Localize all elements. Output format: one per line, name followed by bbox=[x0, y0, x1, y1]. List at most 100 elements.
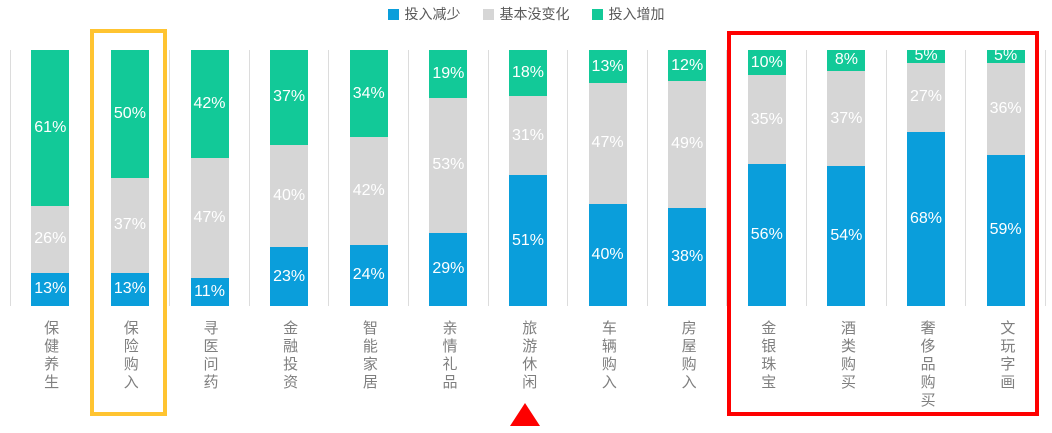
bar-segment: 23% bbox=[270, 247, 309, 306]
bar-segment: 11% bbox=[190, 277, 229, 306]
data-label: 5% bbox=[914, 47, 938, 65]
stacked-bar: 34% 42% 24% bbox=[349, 50, 388, 306]
category-column: 42% 47% 11% bbox=[169, 50, 249, 306]
data-label: 29% bbox=[432, 260, 465, 278]
data-label: 54% bbox=[830, 227, 863, 245]
bar-segment: 34% bbox=[349, 50, 388, 138]
data-label: 42% bbox=[352, 181, 385, 199]
legend-label: 投入增加 bbox=[608, 6, 665, 22]
data-label: 31% bbox=[511, 126, 544, 144]
bar-segment: 47% bbox=[190, 157, 229, 278]
data-label: 13% bbox=[113, 280, 146, 298]
category-label-cell: 酒类购买 bbox=[807, 320, 887, 420]
stacked-bar: 61% 26% 13% bbox=[31, 50, 70, 306]
data-label: 24% bbox=[352, 266, 385, 284]
data-label: 37% bbox=[273, 88, 306, 106]
category-label-cell: 寻医问药 bbox=[169, 320, 249, 420]
bar-segment: 10% bbox=[747, 50, 786, 76]
bar-segment: 37% bbox=[827, 70, 866, 167]
bar-segment: 13% bbox=[588, 50, 627, 84]
legend-item-1: 投入减少 bbox=[387, 7, 461, 21]
category-label: 房屋购入 bbox=[679, 320, 697, 392]
category-label-cell: 奢侈品购买 bbox=[887, 320, 967, 420]
category-label-cell: 保险购入 bbox=[90, 320, 170, 420]
bar-segment: 56% bbox=[747, 164, 786, 306]
bar-segment: 26% bbox=[31, 206, 70, 273]
category-label-cell: 文玩字画 bbox=[966, 320, 1046, 420]
category-label: 酒类购买 bbox=[838, 320, 856, 392]
bar-segment: 13% bbox=[110, 272, 149, 306]
data-label: 49% bbox=[671, 135, 704, 153]
bar-segment: 19% bbox=[429, 50, 468, 99]
stacked-bar: 5% 27% 68% bbox=[907, 47, 945, 306]
category-column: 50% 37% 13% bbox=[89, 50, 170, 306]
bar-segment: 68% bbox=[907, 131, 945, 306]
legend-swatch-icon bbox=[482, 8, 494, 20]
stacked-bar: 37% 40% 23% bbox=[270, 50, 309, 306]
category-label: 智能家居 bbox=[360, 320, 378, 392]
legend-label: 基本没变化 bbox=[499, 6, 570, 22]
bar-segment: 37% bbox=[110, 178, 149, 273]
category-column: 19% 53% 29% bbox=[408, 50, 488, 306]
category-column: 12% 49% 38% bbox=[646, 50, 727, 306]
bar-segment: 37% bbox=[270, 50, 309, 145]
bar-segment: 54% bbox=[827, 166, 866, 306]
category-label: 文玩字画 bbox=[998, 320, 1016, 392]
category-label-cell: 房屋购入 bbox=[648, 320, 728, 420]
category-column: 5% 36% 59% bbox=[965, 47, 1045, 306]
category-label: 旅游休闲 bbox=[520, 320, 538, 392]
data-label: 35% bbox=[750, 110, 783, 128]
bar-segment: 35% bbox=[747, 75, 786, 165]
category-label: 奢侈品购买 bbox=[918, 320, 936, 410]
stacked-bar: 13% 47% 40% bbox=[588, 50, 627, 306]
category-label-cell: 车辆购入 bbox=[568, 320, 648, 420]
data-label: 12% bbox=[671, 56, 704, 74]
data-label: 61% bbox=[34, 119, 67, 137]
bar-segment: 59% bbox=[986, 154, 1025, 306]
category-label: 保健养生 bbox=[42, 320, 60, 392]
stacked-bar: 18% 31% 51% bbox=[508, 50, 547, 306]
category-column: 34% 42% 24% bbox=[328, 50, 408, 306]
stacked-bar: 42% 47% 11% bbox=[190, 50, 229, 306]
legend-item-2: 基本没变化 bbox=[482, 6, 570, 22]
data-label: 53% bbox=[432, 156, 465, 174]
category-label-cell: 旅游休闲 bbox=[488, 320, 568, 420]
legend-item-3: 投入增加 bbox=[591, 6, 665, 22]
category-column: 8% 37% 54% bbox=[806, 50, 886, 306]
data-label: 37% bbox=[830, 109, 863, 127]
data-label: 11% bbox=[194, 282, 225, 300]
chart-legend: 投入减少 基本没变化 投入增加 bbox=[0, 7, 1052, 21]
bar-segment: 53% bbox=[429, 98, 468, 233]
stacked-bar: 10% 35% 56% bbox=[747, 50, 786, 306]
data-label: 36% bbox=[989, 99, 1022, 117]
data-label: 8% bbox=[834, 51, 858, 69]
data-label: 10% bbox=[750, 53, 783, 71]
bar-segment: 5% bbox=[907, 47, 945, 65]
bar-segment: 49% bbox=[668, 81, 707, 208]
category-label-cell: 金融投资 bbox=[249, 320, 329, 420]
category-column: 37% 40% 23% bbox=[248, 50, 329, 306]
data-label: 5% bbox=[994, 47, 1018, 65]
data-label: 40% bbox=[591, 245, 624, 263]
bar-segment: 24% bbox=[349, 244, 388, 306]
stacked-bar: 8% 37% 54% bbox=[827, 50, 866, 306]
bar-segment: 29% bbox=[429, 232, 468, 306]
category-column: 18% 31% 51% bbox=[487, 50, 568, 306]
bar-segment: 13% bbox=[31, 272, 70, 306]
data-label: 47% bbox=[591, 134, 624, 152]
data-label: 40% bbox=[273, 186, 306, 204]
bar-segment: 18% bbox=[508, 50, 547, 97]
category-label-cell: 智能家居 bbox=[329, 320, 409, 420]
data-label: 68% bbox=[909, 209, 943, 227]
stacked-bar: 50% 37% 13% bbox=[110, 50, 149, 306]
data-label: 42% bbox=[193, 94, 226, 112]
category-label: 亲情礼品 bbox=[440, 320, 458, 392]
legend-swatch-icon bbox=[591, 8, 603, 20]
stacked-bar: 5% 36% 59% bbox=[986, 47, 1025, 306]
category-label-cell: 金银珠宝 bbox=[727, 320, 807, 420]
category-label: 寻医问药 bbox=[201, 320, 219, 392]
data-label: 27% bbox=[909, 88, 943, 106]
bar-segment: 36% bbox=[986, 62, 1025, 155]
data-label: 38% bbox=[671, 247, 704, 265]
